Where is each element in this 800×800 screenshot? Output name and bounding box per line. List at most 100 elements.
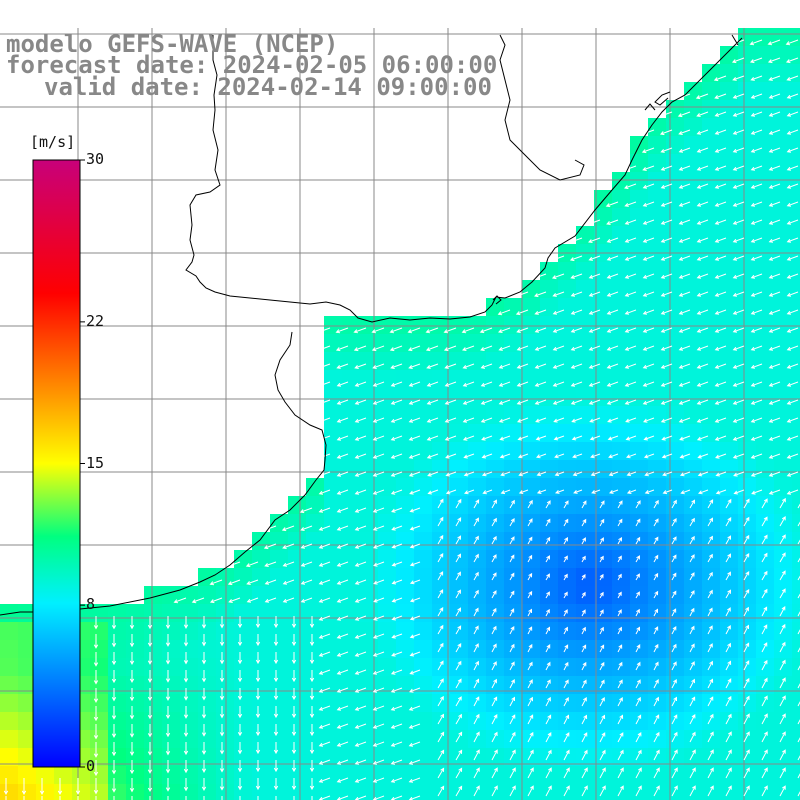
wind-arrow: [624, 219, 637, 225]
speed-cell: [792, 460, 800, 478]
wind-arrow: [390, 363, 403, 369]
speed-cell: [522, 496, 540, 514]
wind-arrow: [653, 608, 658, 617]
speed-cell: [252, 676, 270, 694]
wind-arrow: [689, 643, 695, 653]
wind-arrow: [509, 518, 515, 527]
wind-arrow: [372, 525, 385, 531]
speed-cell: [342, 748, 360, 766]
wind-arrow: [662, 471, 673, 477]
wind-arrow: [732, 309, 745, 315]
speed-cell: [792, 532, 800, 550]
wind-arrow: [677, 111, 691, 118]
speed-cell: [522, 748, 540, 766]
speed-cell: [0, 694, 18, 712]
wind-arrow: [183, 616, 189, 629]
wind-arrow: [75, 778, 81, 795]
wind-arrow: [409, 615, 421, 621]
speed-cell: [450, 370, 468, 388]
speed-cell: [504, 496, 522, 514]
wind-arrow: [785, 39, 799, 46]
speed-cell: [414, 316, 432, 334]
speed-cell: [702, 568, 720, 586]
wind-arrow: [572, 471, 583, 477]
speed-cell: [198, 586, 216, 604]
speed-cell: [594, 514, 612, 532]
speed-cell: [522, 694, 540, 712]
speed-cell: [198, 568, 216, 586]
wind-arrow: [509, 643, 515, 653]
coastline: [0, 34, 743, 616]
wind-arrow: [372, 453, 385, 459]
wind-arrow: [354, 525, 367, 531]
speed-cell: [630, 154, 648, 172]
wind-arrow: [93, 670, 99, 685]
speed-cell: [558, 424, 576, 442]
wind-arrow: [671, 554, 677, 563]
wind-arrow: [425, 327, 439, 334]
wind-arrow: [129, 724, 135, 738]
wind-arrow: [749, 39, 763, 46]
wind-arrow: [443, 345, 457, 352]
speed-cell: [540, 766, 558, 784]
wind-arrow: [732, 363, 745, 369]
wind-arrow: [534, 399, 547, 405]
wind-arrow: [336, 597, 349, 603]
speed-cell: [486, 370, 504, 388]
wind-arrow: [715, 471, 727, 477]
wind-arrow: [273, 778, 279, 791]
speed-cell: [522, 640, 540, 658]
speed-cell: [666, 640, 684, 658]
wind-arrow: [527, 661, 533, 671]
speed-cell: [702, 64, 720, 82]
speed-cell: [720, 622, 738, 640]
speed-cell: [666, 622, 684, 640]
speed-cell: [522, 658, 540, 676]
wind-arrow: [372, 651, 385, 657]
wind-arrow: [237, 760, 243, 773]
speed-cell: [108, 694, 126, 712]
speed-cell: [522, 514, 540, 532]
speed-cell: [720, 118, 738, 136]
wind-arrow: [389, 345, 403, 352]
wind-arrow: [318, 399, 331, 405]
speed-cell: [126, 712, 144, 730]
speed-cell: [756, 280, 774, 298]
speed-cell: [612, 406, 630, 424]
speed-cell: [792, 622, 800, 640]
speed-cell: [594, 280, 612, 298]
wind-arrow: [391, 525, 403, 531]
speed-cell: [738, 478, 756, 496]
wind-arrow: [768, 489, 781, 495]
wind-arrow: [750, 219, 763, 225]
wind-arrow: [761, 588, 768, 599]
speed-cell: [288, 730, 306, 748]
wind-arrow: [165, 706, 171, 720]
speed-cell: [450, 424, 468, 442]
wind-arrow: [437, 498, 444, 509]
wind-arrow: [455, 678, 462, 689]
wind-arrow: [390, 687, 403, 693]
speed-cell: [504, 640, 522, 658]
wind-arrow: [516, 327, 529, 333]
wind-arrow: [437, 607, 444, 617]
speed-cell: [450, 316, 468, 334]
wind-arrow: [588, 291, 601, 297]
speed-cell: [756, 388, 774, 406]
wind-arrow: [696, 129, 709, 135]
speed-cell: [774, 694, 792, 712]
speed-cell: [306, 748, 324, 766]
speed-cell: [630, 514, 648, 532]
speed-cell: [18, 640, 36, 658]
wind-arrow: [473, 571, 479, 581]
speed-cell: [486, 532, 504, 550]
speed-cell: [738, 496, 756, 514]
wind-arrow: [581, 749, 588, 761]
wind-arrow: [481, 471, 493, 477]
wind-arrow: [761, 659, 768, 671]
speed-cell: [720, 604, 738, 622]
speed-cell: [252, 766, 270, 784]
wind-arrow: [408, 777, 421, 783]
wind-arrow: [318, 705, 331, 711]
wind-arrow: [491, 749, 498, 761]
